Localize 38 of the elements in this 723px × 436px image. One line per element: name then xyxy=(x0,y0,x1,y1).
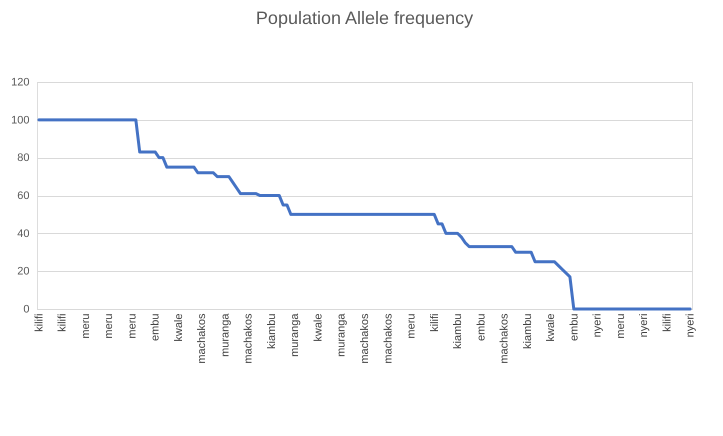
x-tick-label: meru xyxy=(406,314,418,339)
x-tick-label: kiambu xyxy=(522,314,534,349)
x-tick-label: kwale xyxy=(545,314,558,342)
x-tick-label: embu xyxy=(150,314,162,342)
x-tick-label: muranga xyxy=(336,312,348,357)
y-tick-label: 0 xyxy=(23,304,30,316)
x-tick-label: kilifi xyxy=(428,314,441,332)
x-tick-label: muranga xyxy=(219,312,232,357)
x-tick-label: kiambu xyxy=(452,314,464,349)
x-tick-label: machakos xyxy=(242,313,255,364)
x-tick-label: embu xyxy=(568,314,580,342)
y-tick-label: 80 xyxy=(17,152,30,164)
x-tick-label: machakos xyxy=(382,313,394,364)
y-tick-label: 60 xyxy=(17,190,30,202)
y-tick-label: 40 xyxy=(17,228,30,240)
x-tick-label: kwale xyxy=(312,314,324,342)
x-tick-label: embu xyxy=(475,314,488,342)
x-tick-label: nyeri xyxy=(592,314,604,338)
x-tick-label: kilifi xyxy=(661,314,674,332)
x-tick-label: meru xyxy=(80,314,92,339)
x-tick-label: machakos xyxy=(196,313,208,364)
x-tick-label: machakos xyxy=(498,313,511,364)
y-tick-label: 100 xyxy=(11,114,30,126)
x-tick-label: nyeri xyxy=(684,314,697,338)
y-tick-label: 120 xyxy=(11,76,30,88)
x-tick-label: meru xyxy=(126,314,138,339)
x-tick-label: kilifi xyxy=(56,314,69,332)
y-tick-label: 20 xyxy=(17,266,30,278)
x-tick-label: kiambu xyxy=(266,314,278,349)
x-tick-label: meru xyxy=(614,314,627,339)
x-tick-label: meru xyxy=(103,314,116,339)
x-tick-label: kilifi xyxy=(33,314,46,332)
x-tick-label: kwale xyxy=(172,314,185,342)
chart-title: Population Allele frequency xyxy=(256,8,474,28)
x-tick-label: machakos xyxy=(359,313,371,364)
x-tick-label: nyeri xyxy=(638,314,650,338)
x-tick-label: muranga xyxy=(289,312,302,357)
line-series xyxy=(37,118,692,310)
